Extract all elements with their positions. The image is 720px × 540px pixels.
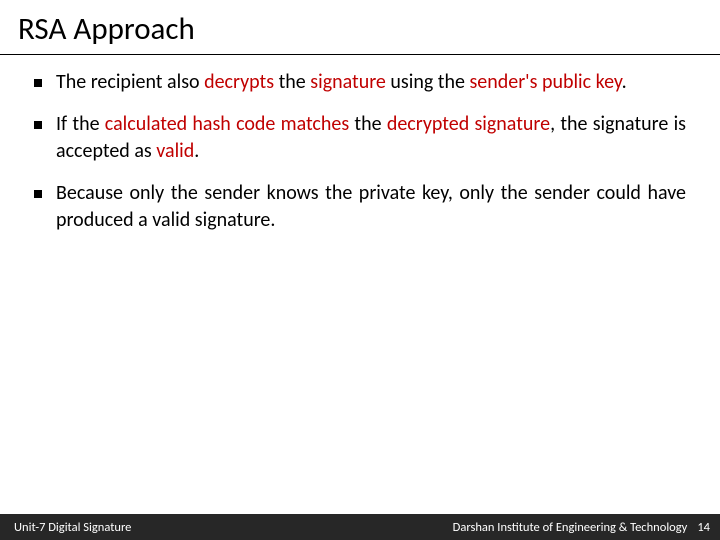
highlight-text: calculated hash code matches [105,112,349,136]
bullet-marker-icon [34,190,42,198]
footer-right-group: Darshan Institute of Engineering & Techn… [453,520,710,535]
bullet-item: If the calculated hash code matches the … [34,111,686,164]
footer-left: Unit-7 Digital Signature [14,520,131,535]
plain-text: the [349,112,387,136]
plain-text: using the [386,70,470,94]
footer-page-number: 14 [697,520,710,535]
highlight-text: valid [156,139,194,163]
footer-institute: Darshan Institute of Engineering & Techn… [453,520,688,535]
plain-text: . [194,139,199,163]
slide-title: RSA Approach [0,0,720,55]
highlight-text: decrypted signature [387,112,550,136]
bullet-marker-icon [34,121,42,129]
highlight-text: decrypts [204,70,274,94]
bullet-text: The recipient also decrypts the signatur… [56,69,686,95]
plain-text: the [274,70,310,94]
highlight-text: signature [310,70,386,94]
bullet-item: The recipient also decrypts the signatur… [34,69,686,95]
slide: RSA Approach The recipient also decrypts… [0,0,720,540]
bullet-text: Because only the sender knows the privat… [56,180,686,233]
bullet-item: Because only the sender knows the privat… [34,180,686,233]
plain-text: The recipient also [56,70,204,94]
highlight-text: sender's public key [469,70,621,94]
bullet-text: If the calculated hash code matches the … [56,111,686,164]
plain-text: . [622,70,627,94]
plain-text: Because only the sender knows the privat… [56,181,686,231]
bullet-marker-icon [34,79,42,87]
slide-body: The recipient also decrypts the signatur… [0,55,720,540]
slide-footer: Unit-7 Digital Signature Darshan Institu… [0,514,720,540]
plain-text: If the [56,112,105,136]
